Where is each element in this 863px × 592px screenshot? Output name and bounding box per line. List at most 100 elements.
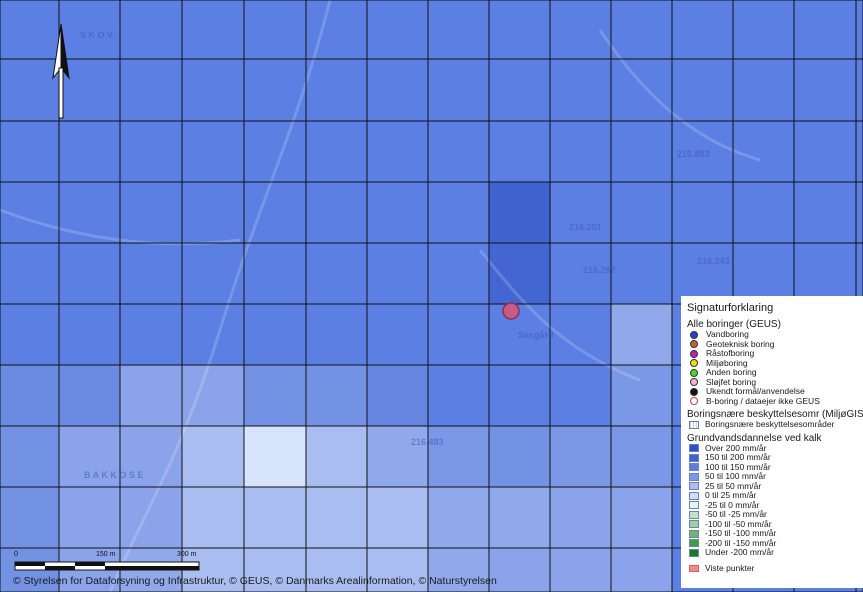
raster-cell (367, 426, 428, 487)
legend-dot-icon (690, 387, 698, 396)
raster-cell (120, 365, 182, 426)
legend-item-label: 50 til 100 mm/år (705, 471, 766, 481)
legend-swatch (689, 491, 699, 500)
legend-dot-icon (690, 340, 698, 349)
legend-swatch (689, 510, 699, 519)
legend-item-label: 25 til 50 mm/år (705, 480, 762, 491)
raster-cell (306, 365, 367, 426)
raster-cell (59, 426, 120, 487)
legend-item: Miljøboring (687, 357, 863, 369)
legend-item-label: -200 til -150 mm/år (705, 537, 777, 548)
raster-cell (550, 426, 611, 487)
legend-item-viste-punkter: Viste punkter (687, 563, 863, 574)
legend-item: Råstofboring (687, 348, 863, 359)
raster-cell (120, 487, 182, 548)
raster-cell (550, 487, 611, 548)
raster-cell (611, 487, 672, 548)
legend-dot-icon (690, 330, 698, 339)
legend-item-label: Sløjfet boring (706, 376, 757, 387)
legend-item-label: Under -200 mm/år (705, 547, 774, 557)
legend-swatch (689, 482, 699, 491)
legend-swatch (689, 472, 699, 481)
raster-cell (367, 487, 428, 548)
legend-dot-icon (690, 378, 698, 387)
legend-item-label: 150 til 200 mm/år (705, 452, 771, 462)
scale-bar: 0 150 m 300 m (14, 551, 200, 577)
legend-item-label: Vandboring (706, 329, 749, 339)
legend-hatch-icon (689, 420, 699, 429)
legend-swatch (689, 463, 699, 472)
map-label: 216.201 (569, 222, 602, 232)
raster-cell (306, 426, 367, 487)
scale-label-0: 0 (14, 551, 18, 558)
legend-item-label: Geoteknisk boring (706, 338, 775, 349)
map-label: B A K K O S E (84, 470, 144, 480)
legend-swatch (689, 501, 699, 510)
raster-cell (489, 426, 550, 487)
raster-cell (489, 548, 550, 592)
map-points (502, 302, 520, 320)
raster-cell (611, 426, 672, 487)
legend-swatch (689, 444, 699, 453)
raster-cell (611, 548, 672, 592)
legend-swatch (689, 529, 699, 538)
legend-item-label: Råstofboring (706, 348, 755, 358)
legend-item: -25 til 0 mm/år (687, 499, 863, 511)
raster-cell (182, 426, 244, 487)
legend-item-label: Miljøboring (706, 357, 748, 368)
raster-cell (428, 548, 489, 592)
raster-cell (428, 426, 489, 487)
raster-cell (0, 426, 59, 487)
raster-cell (182, 365, 244, 426)
raster-cell (244, 426, 306, 487)
raster-cell (244, 548, 306, 592)
legend-dot-icon (690, 397, 698, 406)
raster-cell (489, 243, 550, 304)
legend-item: 50 til 100 mm/år (687, 471, 863, 482)
selected-point-marker[interactable] (502, 302, 520, 320)
legend-item-label: B-boring / dataejer ikke GEUS (706, 395, 820, 406)
legend-item: B-boring / dataejer ikke GEUS (687, 395, 863, 407)
legend-item: Under -200 mm/år (687, 547, 863, 558)
legend-item: -150 til -100 mm/år (687, 528, 863, 539)
raster-cell (489, 182, 550, 243)
raster-cell (59, 365, 120, 426)
raster-cell (428, 487, 489, 548)
legend-item-label: Over 200 mm/år (705, 442, 767, 453)
raster-cell (0, 487, 59, 548)
viste-punkter-swatch (689, 564, 699, 572)
map-attribution: © Styrelsen for Dataforsyning og Infrast… (13, 575, 497, 587)
legend-item: Anden boring (687, 367, 863, 378)
legend-group-title: Alle boringer (GEUS) (687, 319, 781, 330)
legend-item: -50 til -25 mm/år (687, 509, 863, 520)
raster-cell (367, 365, 428, 426)
legend-group-title: Grundvandsdannelse ved kalk (687, 432, 822, 444)
raster-cell (0, 365, 59, 426)
raster-cell (489, 487, 550, 548)
legend-swatch (689, 548, 699, 557)
map-label: 216.267 (583, 265, 616, 275)
legend-item: -100 til -50 mm/år (687, 518, 863, 530)
legend-item: 0 til 25 mm/år (687, 490, 863, 501)
raster-cell (244, 365, 306, 426)
map-label: S K O V (80, 30, 114, 40)
legend-dot-icon (690, 368, 698, 377)
legend-swatch (689, 539, 699, 548)
legend-dot-icon (690, 349, 698, 358)
raster-cell (244, 487, 306, 548)
scale-label-300: 300 m (177, 551, 197, 558)
legend-item: Vandboring (687, 329, 863, 340)
raster-cells (0, 182, 672, 592)
legend-item-label: -25 til 0 mm/år (705, 499, 760, 510)
map-label: 216.243 (697, 256, 730, 266)
legend-item-label: 100 til 150 mm/år (705, 461, 771, 472)
legend-swatch (689, 520, 699, 529)
legend-item: Boringsnære beskyttelsesområder (687, 419, 863, 430)
raster-cell (59, 487, 120, 548)
legend-item: -200 til -150 mm/år (687, 537, 863, 549)
map-label: 216.483 (411, 437, 444, 447)
legend-groups: Alle boringer (GEUS) Vandboring Geoteknisk… (687, 319, 863, 558)
legend-item-label: -100 til -50 mm/år (705, 518, 772, 529)
